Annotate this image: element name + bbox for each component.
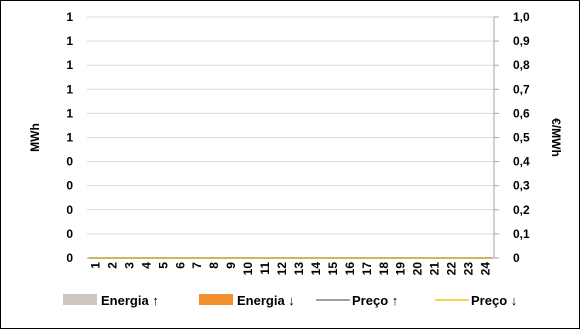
x-tick-label: 14 (309, 262, 323, 276)
y-tick-label: 0 (66, 203, 73, 217)
x-tick-label: 22 (445, 262, 459, 276)
x-tick-label: 10 (241, 262, 255, 276)
x-tick-label: 7 (190, 262, 204, 269)
legend: Energia ↑ Energia ↓ Preço ↑ Preço ↓ (63, 293, 517, 308)
x-tick-label: 20 (411, 262, 425, 276)
y-tick-label: 1 (66, 106, 73, 120)
legend-label: Preço ↑ (352, 293, 398, 308)
y-tick-label: 0 (66, 179, 73, 193)
x-tick-label: 21 (428, 262, 442, 276)
legend-label: Energia ↑ (101, 293, 159, 308)
y2-tick-label: 0,3 (513, 179, 530, 193)
x-tick-label: 5 (156, 262, 170, 269)
x-tick-label: 17 (360, 262, 374, 276)
x-tick-label: 12 (275, 262, 289, 276)
x-tick-label: 19 (394, 262, 408, 276)
x-tick-label: 8 (207, 262, 221, 269)
y2-tick-label: 1,0 (513, 10, 530, 24)
legend-swatch (199, 294, 233, 305)
y-tick-label: 1 (66, 10, 73, 24)
x-tick-label: 18 (377, 262, 391, 276)
x-tick-label: 9 (224, 262, 238, 269)
axes: 0 00 0,10 0,20 0,30 0,41 0,51 0,61 0,71 0,81 0,91 1… (28, 10, 563, 275)
legend-label: Preço ↓ (471, 293, 517, 308)
y2-tick-label: 0,4 (513, 155, 530, 169)
y2-tick-label: 0,5 (513, 131, 530, 145)
x-tick-label: 2 (105, 262, 119, 269)
legend-swatch (63, 294, 97, 305)
y-tick-label: 1 (66, 131, 73, 145)
x-tick-label: 16 (343, 262, 357, 276)
y2-tick-label: 0,6 (513, 106, 530, 120)
y-tick-label: 0 (66, 155, 73, 169)
y-tick-label: 1 (66, 58, 73, 72)
gridlines (87, 16, 494, 235)
y2-tick-label: 0 (513, 251, 520, 265)
y2-axis-title: €/MWh (549, 118, 563, 157)
y-tick-label: 0 (66, 251, 73, 265)
y-tick-label: 1 (66, 34, 73, 48)
y-axis-title: MWh (28, 123, 42, 152)
x-tick-label: 3 (122, 262, 136, 269)
y2-tick-label: 0,9 (513, 34, 530, 48)
x-tick-label: 13 (292, 262, 306, 276)
y2-tick-label: 0,8 (513, 58, 530, 72)
x-tick-label: 6 (173, 262, 187, 269)
x-tick-label: 1 (88, 262, 102, 269)
x-tick-label: 23 (462, 262, 476, 276)
y-tick-label: 0 (66, 227, 73, 241)
x-tick-label: 15 (326, 262, 340, 276)
x-tick-label: 11 (258, 262, 272, 275)
x-tick-label: 4 (139, 262, 153, 269)
y2-tick-label: 0,7 (513, 82, 530, 96)
y2-tick-label: 0,1 (513, 227, 530, 241)
x-tick-label: 24 (479, 262, 493, 276)
legend-label: Energia ↓ (237, 293, 295, 308)
y-tick-label: 1 (66, 82, 73, 96)
y2-tick-label: 0,2 (513, 203, 530, 217)
